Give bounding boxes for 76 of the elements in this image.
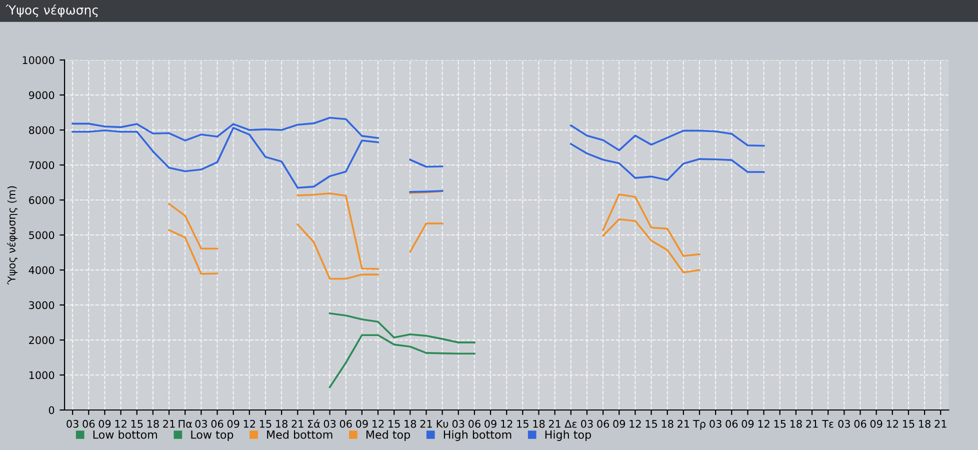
- x-tick-label: 06: [597, 420, 610, 428]
- x-tick-label: 09: [484, 420, 496, 428]
- x-tick-label: 18: [147, 420, 159, 428]
- x-tick-label: 09: [227, 420, 240, 428]
- x-tick-label: 03: [581, 420, 593, 428]
- x-tick-label: 18: [276, 420, 288, 428]
- line-series: [328, 312, 476, 344]
- x-tick-label: 09: [356, 420, 368, 428]
- y-tick-label: 2000: [29, 336, 54, 344]
- y-tick-label: 3000: [29, 301, 54, 310]
- x-tick-label: Δε: [564, 420, 577, 428]
- x-tick-label: 15: [774, 420, 786, 428]
- y-tick-label: 4000: [28, 266, 54, 274]
- x-tick-label: Πα: [178, 420, 192, 428]
- x-tick-label: 21: [934, 420, 946, 428]
- x-tick-label: 06: [468, 420, 480, 428]
- x-tick-label: 12: [372, 420, 384, 428]
- x-tick-label: 12: [630, 420, 641, 428]
- x-tick-label: 12: [501, 420, 512, 428]
- x-tick-label: Τρ: [692, 420, 706, 430]
- x-tick-label: 03: [324, 420, 336, 428]
- x-tick-label: 12: [244, 420, 255, 428]
- x-tick-label: 21: [806, 420, 818, 428]
- x-tick-label: Κυ: [436, 420, 448, 428]
- x-tick-label: 15: [646, 420, 657, 428]
- legend-label: Low bottom: [93, 430, 157, 439]
- chart-title: Ύψος νέφωσης: [6, 4, 98, 18]
- x-tick-label: 21: [548, 420, 560, 428]
- x-tick-label: 12: [758, 420, 770, 428]
- x-tick-label: 18: [790, 420, 802, 428]
- legend-label: Med top: [366, 430, 410, 441]
- legend-label: High top: [545, 430, 591, 441]
- x-tick-label: 15: [902, 420, 914, 428]
- x-tick-label: Τε: [822, 420, 834, 428]
- x-tick-label: Σά: [308, 419, 320, 428]
- x-tick-label: 03: [452, 420, 464, 428]
- y-tick-label: 7000: [29, 161, 54, 170]
- x-tick-label: 09: [742, 420, 754, 428]
- x-tick-label: 03: [838, 420, 850, 428]
- y-tick-label: 8000: [29, 126, 54, 134]
- y-tick-label: 0: [48, 406, 54, 414]
- x-tick-label: 15: [517, 420, 528, 428]
- x-tick-label: 18: [662, 420, 674, 428]
- x-tick-label: 09: [98, 420, 111, 428]
- x-tick-label: 21: [292, 420, 304, 428]
- x-tick-label: 15: [260, 420, 272, 428]
- y-tick-label: 10000: [22, 56, 54, 64]
- x-tick-label: 03: [66, 420, 78, 428]
- x-tick-label: 12: [115, 420, 126, 428]
- legend-label: High bottom: [444, 430, 512, 441]
- y-tick-label: 5000: [29, 231, 54, 240]
- x-tick-label: 06: [340, 420, 352, 428]
- y-axis-title: Ύψος νέφωσης (m): [7, 186, 18, 285]
- x-tick-label: 03: [710, 420, 722, 428]
- x-tick-label: 06: [82, 420, 95, 428]
- x-tick-label: 03: [195, 420, 207, 428]
- x-tick-label: 18: [404, 420, 416, 428]
- line-series: [328, 334, 476, 388]
- x-tick-label: 21: [420, 420, 432, 428]
- y-tick-label: 6000: [29, 196, 54, 204]
- x-tick-label: 15: [388, 420, 400, 428]
- x-tick-label: 09: [870, 420, 882, 428]
- legend-label: Med bottom: [267, 430, 332, 439]
- x-tick-label: 21: [678, 420, 690, 428]
- x-tick-label: 21: [163, 420, 175, 428]
- x-tick-label: 15: [131, 420, 143, 428]
- x-tick-label: 06: [211, 420, 224, 428]
- y-tick-label: 1000: [29, 371, 54, 380]
- x-tick-label: 06: [854, 420, 866, 428]
- legend-label: Low top: [191, 430, 234, 441]
- x-tick-label: 12: [886, 420, 898, 428]
- y-tick-label: 9000: [28, 91, 54, 100]
- x-tick-label: 18: [919, 420, 930, 428]
- x-tick-label: 18: [533, 420, 545, 428]
- x-tick-label: 06: [726, 420, 738, 428]
- x-tick-label: 09: [613, 420, 626, 428]
